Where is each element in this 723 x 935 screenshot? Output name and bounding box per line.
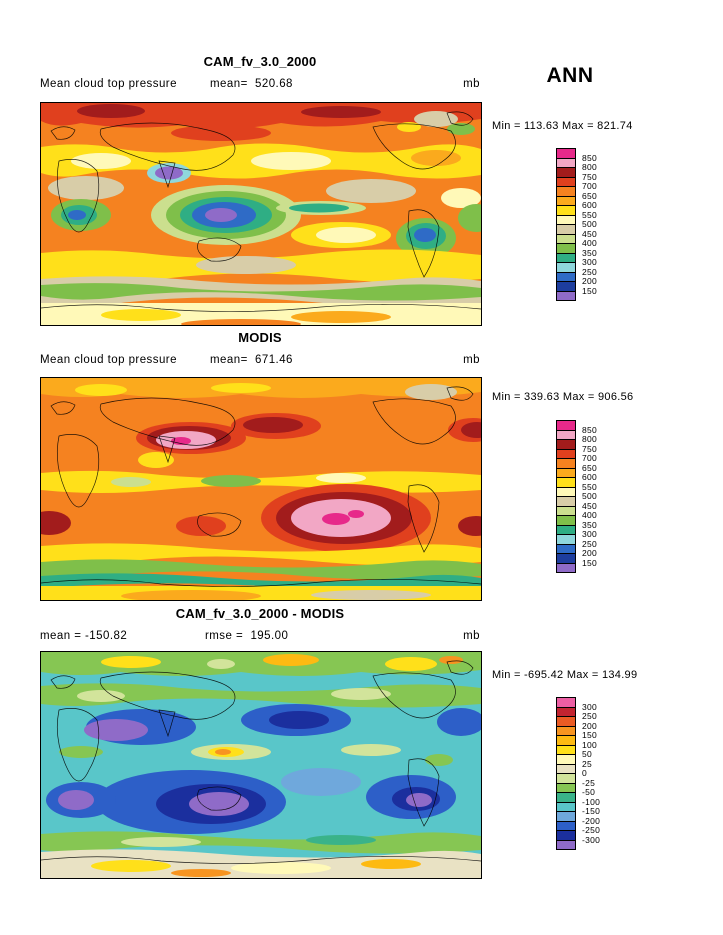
colorbar-diff: 300 250 200 150 100 50 25 0 -25 -50 -100 -150 -200 -2… xyxy=(556,697,626,851)
colorbar-tick-label: 50 xyxy=(582,749,593,759)
colorbar-tick-label: 450 xyxy=(582,228,598,239)
colorbar-tick-label: 25 xyxy=(582,758,593,769)
colorbar-tick-label: 300 xyxy=(582,529,598,539)
colorbar-tick-label: 300 xyxy=(582,701,598,712)
minmax-label-cam: Min = 113.63 Max = 821.74 xyxy=(492,120,633,132)
variable-label-cam: Mean cloud top pressure xyxy=(40,78,177,90)
colorbar-swatch xyxy=(556,562,576,573)
colorbar-tick-label: -150 xyxy=(582,806,601,816)
colorbar-tick-label: -250 xyxy=(582,825,601,835)
colorbar-tick-label: 850 xyxy=(582,152,598,163)
map-modis-image xyxy=(41,378,481,600)
colorbar-tick-label: 400 xyxy=(582,238,598,248)
units-label-diff: mb xyxy=(463,630,480,642)
colorbar-swatch xyxy=(556,290,576,301)
colorbar-tick-label: -25 xyxy=(582,777,596,788)
colorbar-tick-label: 500 xyxy=(582,491,598,501)
units-label-modis: mb xyxy=(463,354,480,366)
colorbar-tick-label: 450 xyxy=(582,500,598,511)
colorbar-tick-label: 700 xyxy=(582,181,598,191)
units-label-cam: mb xyxy=(463,78,480,90)
colorbar-tick-label: 0 xyxy=(582,768,588,778)
coastlines xyxy=(41,660,481,864)
colorbar-tick-label: 750 xyxy=(582,171,598,182)
colorbar-tick-label: 800 xyxy=(582,434,598,444)
map-modis xyxy=(40,377,482,601)
colorbar-tick-label: 200 xyxy=(582,276,598,286)
colorbar-tick-label: -100 xyxy=(582,796,601,807)
map-diff-image xyxy=(41,652,481,878)
season-label: ANN xyxy=(546,64,594,87)
colorbar-tick-label: 350 xyxy=(582,519,598,530)
mean-value-cam: mean= 520.68 xyxy=(210,78,293,90)
colorbar-tick-label: -300 xyxy=(582,834,601,845)
colorbar-tick-label: 250 xyxy=(582,266,598,277)
colorbar-tick-label: 750 xyxy=(582,443,598,454)
minmax-label-modis: Min = 339.63 Max = 906.56 xyxy=(492,391,634,403)
colorbar-tick-label: 600 xyxy=(582,200,598,210)
contour-fill-blobs xyxy=(41,378,481,600)
colorbar-tick-label: 600 xyxy=(582,472,598,482)
rmse-value-diff: rmse = 195.00 xyxy=(205,630,289,642)
colorbar-tick-label: 650 xyxy=(582,462,598,473)
colorbar-tick-label: -50 xyxy=(582,787,596,797)
colorbar-tick-label: 150 xyxy=(582,730,598,740)
coastlines xyxy=(41,386,481,587)
variable-label-modis: Mean cloud top pressure xyxy=(40,354,177,366)
colorbar-tick-label: 200 xyxy=(582,548,598,558)
colorbar-tick-label: 800 xyxy=(582,162,598,172)
map-diff xyxy=(40,651,482,879)
colorbar-tick-label: 500 xyxy=(582,219,598,229)
panel-title-cam: CAM_fv_3.0_2000 xyxy=(203,54,317,69)
colorbar-tick-label: 200 xyxy=(582,720,598,731)
minmax-label-diff: Min = -695.42 Max = 134.99 xyxy=(492,669,638,681)
colorbar-tick-label: 650 xyxy=(582,190,598,201)
colorbar-tick-label: 100 xyxy=(582,739,598,750)
mean-value-diff: mean = -150.82 xyxy=(40,630,128,642)
colorbar-tick-label: 150 xyxy=(582,557,598,568)
colorbar-tick-label: 300 xyxy=(582,257,598,267)
colorbar-tick-label: -200 xyxy=(582,815,601,826)
colorbar-tick-label: 400 xyxy=(582,510,598,520)
coastlines xyxy=(41,111,481,312)
colorbar-tick-label: 700 xyxy=(582,453,598,463)
contour-fill-blobs xyxy=(41,652,481,878)
colorbar-tick-label: 550 xyxy=(582,209,598,220)
map-cam-image xyxy=(41,103,481,325)
colorbar-cam: 850 800 750 700 650 600 550 500 450 400 350 300 250 2… xyxy=(556,148,626,302)
colorbar-swatch xyxy=(556,839,576,850)
map-cam xyxy=(40,102,482,326)
colorbar-modis: 850 800 750 700 650 600 550 500 450 400 350 300 250 2… xyxy=(556,420,626,574)
colorbar-tick-label: 250 xyxy=(582,711,598,721)
panel-title-modis: MODIS xyxy=(238,330,282,345)
mean-value-modis: mean= 671.46 xyxy=(210,354,293,366)
colorbar-tick-label: 550 xyxy=(582,481,598,492)
panel-title-diff: CAM_fv_3.0_2000 - MODIS xyxy=(175,606,345,621)
colorbar-tick-label: 850 xyxy=(582,424,598,435)
contour-fill-blobs xyxy=(41,103,481,325)
colorbar-tick-label: 350 xyxy=(582,247,598,258)
colorbar-tick-label: 150 xyxy=(582,285,598,296)
colorbar-tick-label: 250 xyxy=(582,538,598,549)
